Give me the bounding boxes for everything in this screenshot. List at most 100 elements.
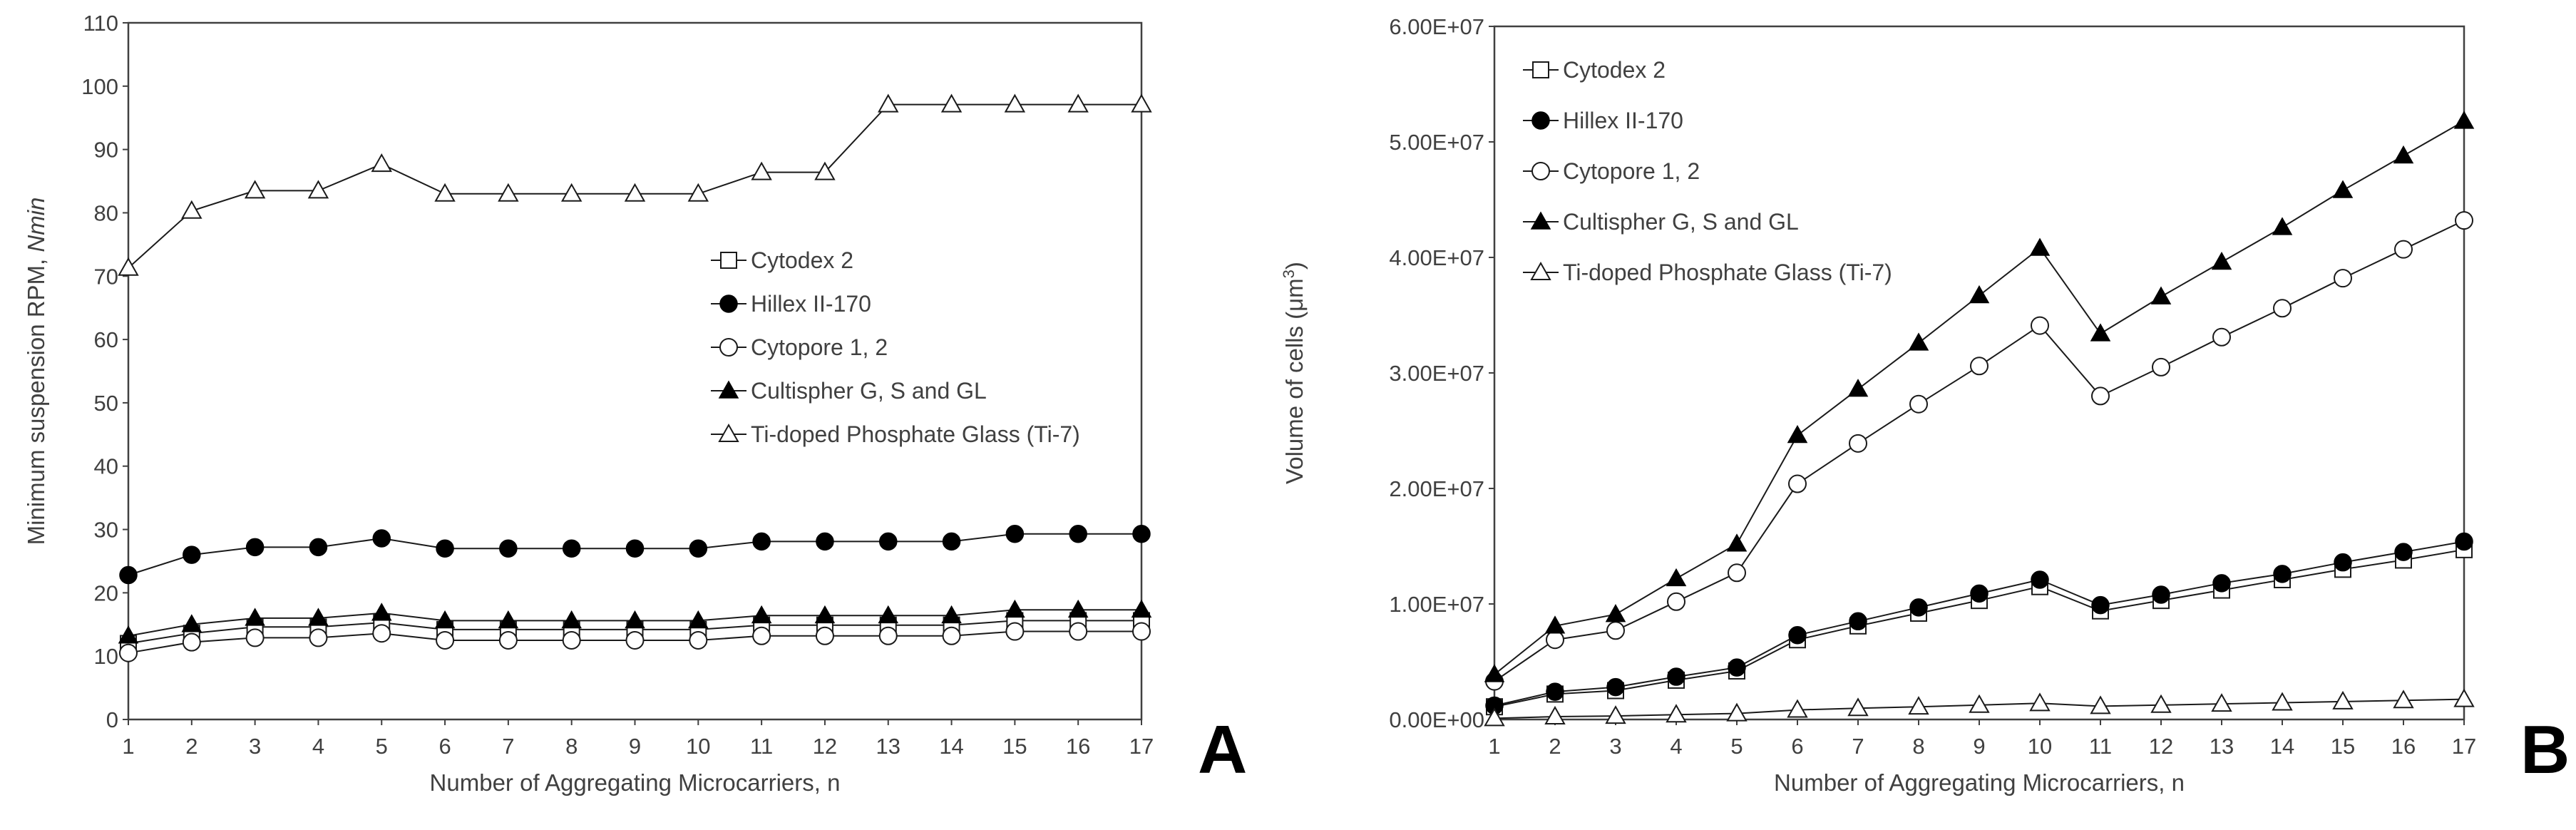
data-point [1069, 525, 1087, 543]
legend-marker [720, 252, 737, 269]
y-tick-label: 2.00E+07 [1389, 476, 1484, 501]
data-point [1544, 705, 1566, 724]
data-point [371, 603, 392, 621]
y-tick-label: 1.00E+07 [1389, 592, 1484, 617]
data-point [2091, 386, 2110, 406]
data-point [498, 183, 519, 202]
y-axis-title-a-symbol: Nmin [23, 198, 49, 252]
data-point [689, 539, 708, 558]
data-point [2029, 692, 2051, 712]
y-tick-label: 6.00E+07 [1389, 14, 1484, 39]
data-point [1067, 599, 1089, 618]
y-tick-label: 70 [94, 264, 118, 289]
data-point [2152, 585, 2170, 604]
y-axis-title-b-superscript: 3 [1280, 270, 1298, 278]
data-point [1666, 704, 1687, 723]
data-point [815, 626, 834, 645]
y-tick-label: 50 [94, 391, 118, 416]
y-axis-title-b-text: Volume of cells (μm [1281, 278, 1308, 484]
data-point [1847, 379, 1869, 397]
legend-label: Hillex II-170 [1563, 108, 1683, 133]
data-point [498, 630, 518, 650]
x-tick-label: 17 [2452, 734, 2476, 759]
data-point [1132, 622, 1151, 641]
data-point [562, 630, 581, 650]
series-open-triangle [118, 93, 1152, 276]
legend-marker [718, 423, 739, 442]
x-tick-label: 8 [565, 734, 578, 759]
series-open-triangle [1484, 688, 2475, 727]
series-group-a [118, 93, 1152, 662]
data-point [687, 183, 709, 202]
data-point [2211, 251, 2232, 270]
data-point [2394, 240, 2413, 259]
series-filled-circle [1485, 532, 2473, 715]
x-tick-label: 6 [438, 734, 451, 759]
data-point [2090, 323, 2111, 342]
x-tick-label: 13 [876, 734, 900, 759]
y-tick-label: 100 [81, 74, 118, 99]
data-point [2332, 690, 2354, 709]
x-axis-title-a: Number of Aggregating Microcarriers, n [430, 769, 841, 796]
x-tick-label: 3 [249, 734, 261, 759]
data-point [245, 538, 265, 557]
data-point [2150, 286, 2172, 304]
data-point [309, 628, 328, 647]
data-point [2212, 327, 2231, 347]
data-point [434, 183, 456, 202]
data-point [1849, 434, 1867, 453]
x-tick-label: 12 [813, 734, 837, 759]
data-point [1605, 604, 1626, 622]
x-tick-label: 16 [1066, 734, 1090, 759]
legend-label: Cultispher G, S and GL [751, 378, 987, 404]
y-tick-labels-b: 0.00E+00 1.00E+07 2.00E+07 3.00E+07 4.00E+07… [1389, 14, 1484, 732]
data-point [625, 539, 645, 558]
x-tick-label: 4 [1670, 734, 1682, 759]
data-point [1544, 615, 1566, 634]
x-tick-label: 13 [2210, 734, 2234, 759]
data-point [1847, 697, 1869, 717]
legend-label: Cytodex 2 [751, 247, 853, 273]
data-point [436, 539, 454, 558]
data-point [2212, 574, 2231, 593]
data-point [1728, 658, 1746, 677]
x-tick-label: 5 [376, 734, 388, 759]
data-point [1908, 696, 1929, 715]
x-axis-title-b: Number of Aggregating Microcarriers, n [1774, 769, 2185, 796]
data-point [562, 539, 581, 558]
data-point [2150, 694, 2172, 713]
x-tick-label: 14 [939, 734, 963, 759]
legend-marker [1532, 61, 1549, 78]
legend-item: Cytodex 2 [711, 247, 853, 273]
data-point [1970, 584, 1989, 603]
data-point [1788, 625, 1807, 645]
data-point [2334, 553, 2352, 572]
data-point [1788, 474, 1807, 493]
data-point [1728, 563, 1746, 583]
data-point [119, 565, 138, 585]
y-axis-title-b: Volume of cells (μm3) [1280, 262, 1308, 484]
y-tick-label: 3.00E+07 [1389, 361, 1484, 386]
data-point [2455, 211, 2473, 230]
tick-marks-a [123, 22, 1142, 725]
data-point [1787, 699, 1808, 718]
data-point [941, 605, 962, 624]
data-point [1849, 612, 1867, 631]
y-tick-label: 110 [83, 11, 118, 36]
data-point [2393, 145, 2414, 164]
series-open-square [1486, 540, 2473, 716]
data-point [2272, 217, 2293, 235]
series-open-circle [119, 622, 1151, 662]
data-point [1131, 93, 1152, 113]
data-point [498, 610, 519, 629]
data-point [371, 153, 392, 173]
legend-marker [719, 294, 738, 313]
legend-item: Cytopore 1, 2 [1523, 158, 1700, 184]
x-tick-label: 2 [1549, 734, 1561, 759]
data-point [1726, 702, 1748, 722]
data-point [1069, 622, 1088, 641]
data-point [118, 257, 139, 276]
data-point [940, 93, 963, 113]
